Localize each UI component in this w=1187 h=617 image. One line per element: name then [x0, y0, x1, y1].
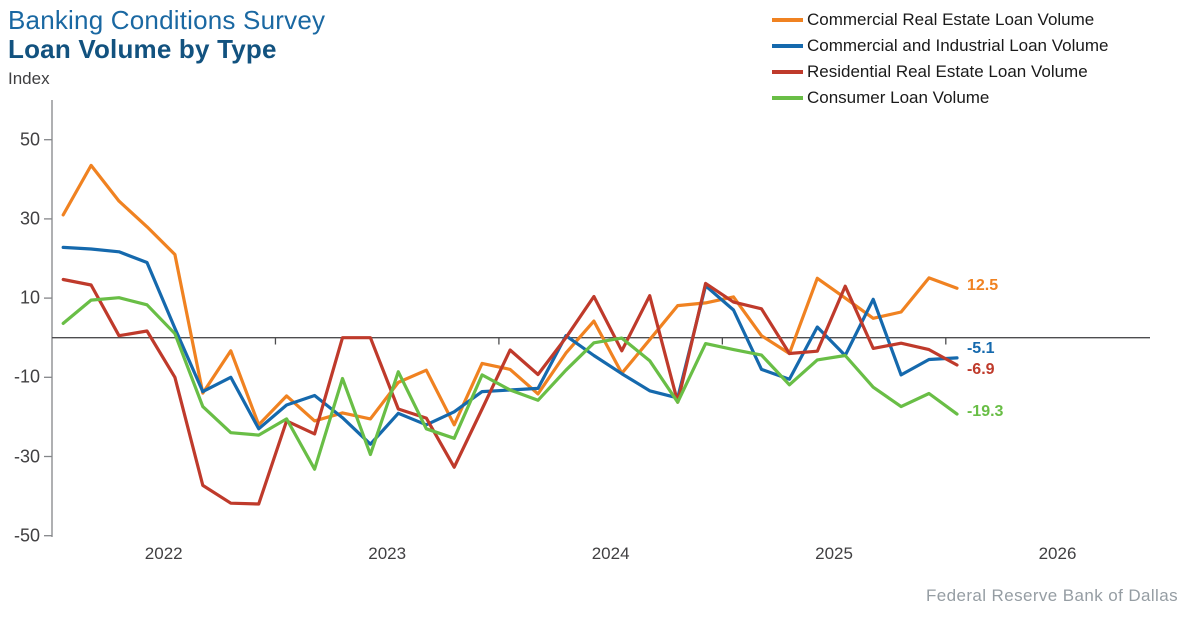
source-attribution: Federal Reserve Bank of Dallas — [925, 586, 1178, 605]
chart-subtitle: Loan Volume by Type — [8, 34, 277, 64]
y-axis-unit-label: Index — [8, 69, 50, 88]
legend-label: Commercial Real Estate Loan Volume — [807, 10, 1095, 29]
x-year-label: 2023 — [368, 544, 407, 563]
y-tick-label: -10 — [13, 366, 40, 387]
legend-swatch-orange-icon — [772, 18, 803, 22]
x-year-label: 2024 — [591, 544, 630, 563]
end-value-commercial-real-estate: 12.5 — [966, 277, 999, 295]
legend-swatch-green-icon — [772, 96, 803, 100]
end-value-residential-real-estate: -6.9 — [966, 361, 995, 379]
legend-item-consumer: Consumer Loan Volume — [772, 85, 1108, 111]
legend-item-residential-real-estate: Residential Real Estate Loan Volume — [772, 59, 1108, 85]
x-year-label: 2025 — [815, 544, 853, 563]
series-line-2 — [61, 245, 959, 446]
y-tick-label: 50 — [19, 129, 40, 150]
y-tick-label: 30 — [19, 208, 40, 229]
x-year-label: 2026 — [1038, 544, 1077, 563]
legend: Commercial Real Estate Loan Volume Comme… — [772, 7, 1108, 111]
y-tick-label: -50 — [13, 525, 40, 546]
series-line-3 — [61, 277, 959, 506]
legend-item-commercial-industrial: Commercial and Industrial Loan Volume — [772, 33, 1108, 59]
legend-swatch-blue-icon — [772, 44, 803, 48]
legend-swatch-red-icon — [772, 70, 803, 74]
chart-title: Banking Conditions Survey — [8, 5, 326, 35]
end-value-commercial-industrial: -5.1 — [966, 339, 995, 357]
legend-label: Consumer Loan Volume — [807, 88, 990, 107]
y-tick-label: 10 — [19, 287, 40, 308]
legend-item-commercial-real-estate: Commercial Real Estate Loan Volume — [772, 7, 1108, 33]
legend-label: Commercial and Industrial Loan Volume — [807, 36, 1109, 55]
series-line-1 — [61, 163, 959, 427]
legend-label: Residential Real Estate Loan Volume — [807, 62, 1088, 81]
end-value-consumer: -19.3 — [966, 403, 1004, 421]
y-tick-label: -30 — [13, 446, 40, 466]
x-year-label: 2022 — [144, 544, 183, 563]
series-line-4 — [61, 296, 959, 471]
